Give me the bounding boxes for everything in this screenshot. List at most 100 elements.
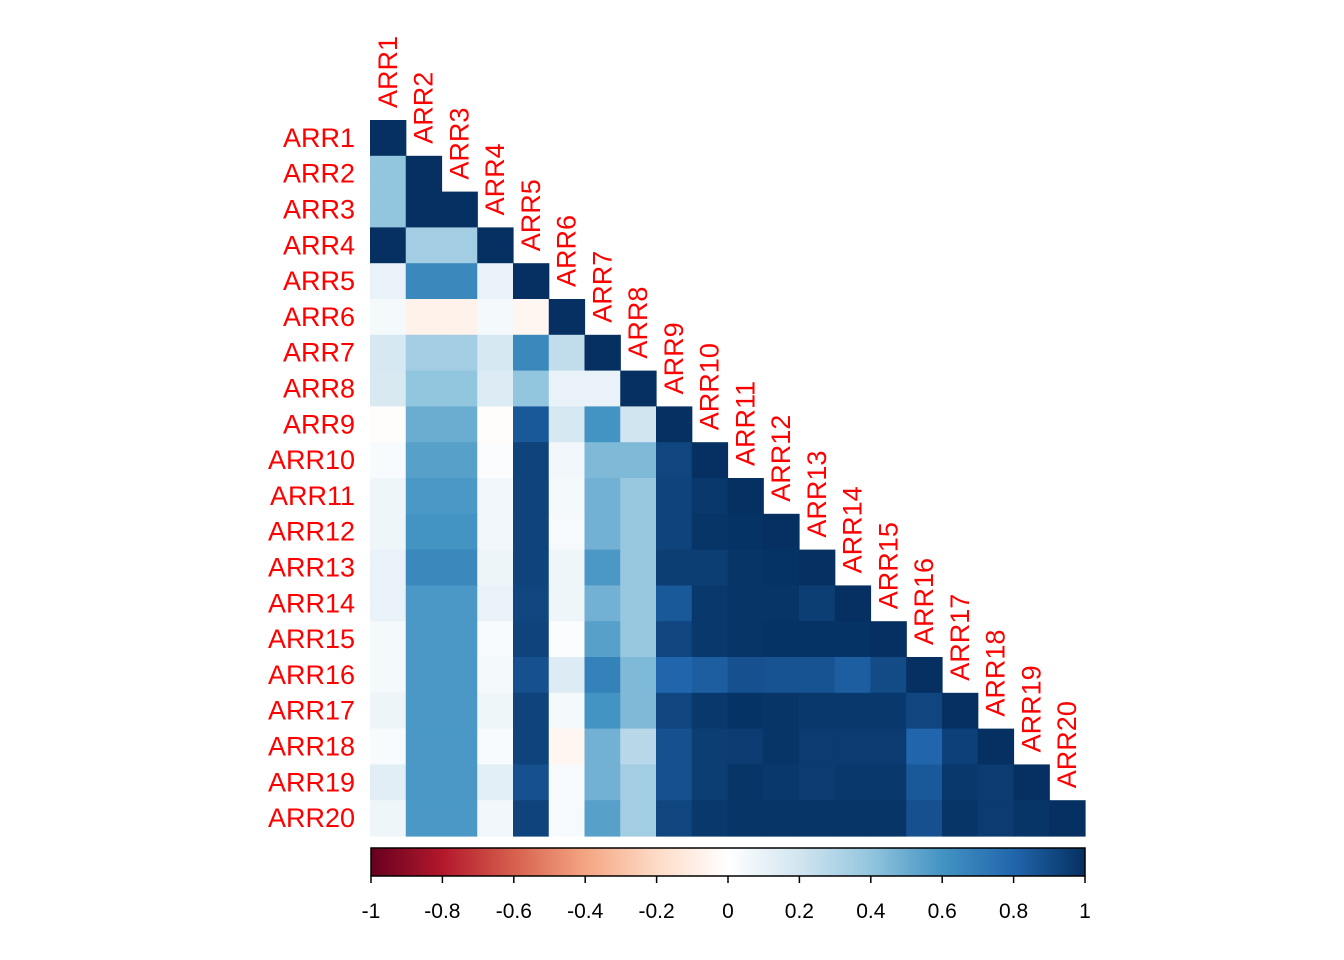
cell-arr10-arr4 — [477, 442, 514, 479]
cell-arr11-arr6 — [548, 478, 586, 515]
cell-arr4-arr1 — [370, 227, 407, 264]
cell-arr17-arr10 — [691, 692, 729, 730]
cell-arr20-arr9 — [656, 800, 693, 837]
col-label-arr6: ARR6 — [552, 215, 582, 287]
cell-arr17-arr5 — [513, 692, 550, 730]
cell-arr19-arr19 — [1013, 764, 1050, 801]
cell-arr16-arr1 — [370, 657, 407, 694]
cell-arr7-arr6 — [548, 334, 586, 372]
cell-arr16-arr7 — [584, 657, 621, 694]
row-label-arr2: ARR2 — [283, 159, 355, 189]
cell-arr2-arr1 — [370, 155, 407, 193]
row-label-arr6: ARR6 — [283, 302, 355, 332]
cell-arr8-arr6 — [548, 370, 586, 407]
cell-arr16-arr11 — [727, 657, 764, 694]
cell-arr19-arr9 — [656, 764, 693, 801]
cell-arr10-arr3 — [441, 442, 478, 479]
cell-arr20-arr11 — [727, 800, 764, 837]
colorbar-tick-label: -0.6 — [496, 900, 532, 923]
cell-arr5-arr1 — [370, 263, 407, 300]
row-label-arr8: ARR8 — [283, 374, 355, 404]
col-label-arr15: ARR15 — [873, 522, 903, 609]
cell-arr8-arr1 — [370, 370, 407, 407]
cell-arr19-arr7 — [584, 764, 621, 801]
cell-arr13-arr12 — [763, 549, 800, 586]
cell-arr18-arr4 — [477, 728, 514, 765]
cell-arr14-arr12 — [763, 585, 800, 622]
cell-arr19-arr18 — [977, 764, 1015, 801]
cell-arr11-arr1 — [370, 478, 407, 515]
cell-arr8-arr3 — [441, 370, 478, 407]
cell-arr6-arr4 — [477, 299, 514, 336]
cell-arr8-arr7 — [584, 370, 621, 407]
cell-arr15-arr7 — [584, 621, 621, 658]
colorbar-tick-label: -1 — [362, 900, 381, 923]
cell-arr19-arr5 — [513, 764, 550, 801]
cell-arr13-arr8 — [620, 549, 657, 586]
cell-arr16-arr5 — [513, 657, 550, 694]
cell-arr20-arr19 — [1013, 800, 1050, 837]
cell-arr20-arr10 — [691, 800, 729, 837]
cell-arr16-arr2 — [405, 657, 443, 694]
row-label-arr5: ARR5 — [283, 266, 355, 296]
cell-arr9-arr7 — [584, 406, 621, 443]
cell-arr7-arr2 — [405, 334, 443, 372]
cell-arr18-arr3 — [441, 728, 478, 765]
cell-arr18-arr6 — [548, 728, 586, 765]
cell-arr19-arr15 — [870, 764, 907, 801]
colorbar-tick-label: 0.6 — [928, 900, 957, 923]
cell-arr5-arr3 — [441, 263, 478, 300]
column-labels: ARR1 ARR2 ARR3 ARR4 ARR5 ARR6 ARR7 ARR8 ARR9 ARR1… — [373, 36, 1082, 788]
cell-arr3-arr2 — [405, 191, 443, 228]
cell-arr20-arr12 — [763, 800, 800, 837]
cell-arr17-arr7 — [584, 692, 621, 730]
cell-arr19-arr2 — [405, 764, 443, 801]
cell-arr11-arr2 — [405, 478, 443, 515]
col-label-arr13: ARR13 — [802, 451, 832, 538]
cell-arr13-arr4 — [477, 549, 514, 586]
cell-arr13-arr10 — [691, 549, 729, 586]
cell-arr20-arr3 — [441, 800, 478, 837]
cell-arr17-arr8 — [620, 692, 657, 730]
cell-arr4-arr2 — [405, 227, 443, 264]
col-label-arr9: ARR9 — [659, 322, 689, 394]
cell-arr14-arr3 — [441, 585, 478, 622]
cell-arr14-arr9 — [656, 585, 693, 622]
cell-arr14-arr1 — [370, 585, 407, 622]
col-label-arr3: ARR3 — [444, 108, 474, 180]
row-label-arr13: ARR13 — [268, 553, 355, 583]
col-label-arr4: ARR4 — [480, 143, 510, 215]
cell-arr11-arr11 — [727, 478, 764, 515]
cell-arr17-arr15 — [870, 692, 907, 730]
cell-arr6-arr1 — [370, 299, 407, 336]
cell-arr11-arr4 — [477, 478, 514, 515]
cell-arr20-arr16 — [906, 800, 943, 837]
cell-arr10-arr2 — [405, 442, 443, 479]
cell-arr12-arr4 — [477, 513, 514, 551]
col-label-arr11: ARR11 — [730, 381, 760, 466]
row-label-arr15: ARR15 — [268, 624, 355, 654]
cell-arr20-arr6 — [548, 800, 586, 837]
cell-arr19-arr11 — [727, 764, 764, 801]
cell-arr13-arr9 — [656, 549, 693, 586]
cell-arr15-arr3 — [441, 621, 478, 658]
col-label-arr10: ARR10 — [695, 343, 725, 430]
cell-arr16-arr13 — [799, 657, 836, 694]
colorbar-tick-label: 0.2 — [785, 900, 814, 923]
colorbar-tick-label: 1 — [1079, 900, 1091, 923]
cell-arr7-arr4 — [477, 334, 514, 372]
cell-arr7-arr1 — [370, 334, 407, 372]
cell-arr16-arr8 — [620, 657, 657, 694]
cell-arr14-arr4 — [477, 585, 514, 622]
colorbar-tick-label: -0.8 — [424, 900, 460, 923]
cell-arr8-arr2 — [405, 370, 443, 407]
cell-arr11-arr5 — [513, 478, 550, 515]
cell-arr10-arr8 — [620, 442, 657, 479]
cell-arr10-arr5 — [513, 442, 550, 479]
cell-arr8-arr5 — [513, 370, 550, 407]
cell-arr18-arr17 — [942, 728, 979, 765]
cell-arr20-arr20 — [1049, 800, 1086, 837]
cell-arr13-arr11 — [727, 549, 764, 586]
cell-arr11-arr7 — [584, 478, 621, 515]
